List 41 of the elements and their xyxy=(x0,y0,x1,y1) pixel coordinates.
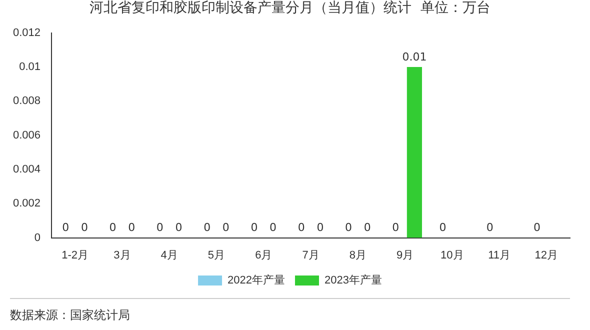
data-label: 0 xyxy=(156,221,164,234)
data-label: 0 xyxy=(486,221,494,234)
data-label: 0 xyxy=(344,221,352,234)
y-tick-label: 0 xyxy=(34,232,41,244)
y-tick-label: 0.012 xyxy=(12,26,41,39)
x-tick-label: 11月 xyxy=(488,249,511,262)
data-label: 0 xyxy=(298,221,305,234)
chart-title: 河北省复印和胶版印制设备产量分月（当月值）统计 单位：万台 xyxy=(90,0,490,16)
y-tick-label: 0.01 xyxy=(19,61,41,73)
data-label: 0 xyxy=(270,221,277,234)
data-label: 0 xyxy=(250,221,258,234)
data-label: 0 xyxy=(109,221,116,234)
data-label: 0 xyxy=(439,221,446,234)
y-tick-label: 0.008 xyxy=(12,95,41,108)
data-label: 0 xyxy=(392,221,400,234)
legend-label: 2022年产量 xyxy=(228,274,286,287)
legend-label: 2023年产量 xyxy=(324,274,382,287)
source-note: 数据来源：国家统计局 xyxy=(10,308,130,322)
x-tick-label: 5月 xyxy=(208,249,226,262)
data-label: 0 xyxy=(204,221,211,234)
x-tick-label: 12月 xyxy=(534,249,558,262)
data-label: 0 xyxy=(222,221,230,234)
y-tick-label: 0.002 xyxy=(12,198,41,210)
data-label: 0 xyxy=(81,221,88,234)
x-tick-label: 1-2月 xyxy=(62,249,89,262)
y-tick-label: 0.004 xyxy=(12,164,41,176)
x-tick-label: 7月 xyxy=(302,249,320,262)
x-tick-label: 9月 xyxy=(396,249,414,262)
data-label: 0 xyxy=(128,221,136,234)
x-tick-label: 6月 xyxy=(255,249,272,262)
data-label: 0.01 xyxy=(402,50,427,64)
data-label: 0 xyxy=(316,221,324,234)
data-label: 0 xyxy=(62,221,70,234)
x-tick-label: 10月 xyxy=(440,249,464,262)
data-label: 0 xyxy=(364,221,371,234)
y-tick-label: 0.006 xyxy=(12,129,41,142)
data-label: 0 xyxy=(534,221,541,234)
data-label: 0 xyxy=(175,221,182,234)
x-tick-label: 3月 xyxy=(114,249,131,262)
x-tick-label: 8月 xyxy=(349,249,366,262)
x-tick-label: 4月 xyxy=(160,249,178,262)
